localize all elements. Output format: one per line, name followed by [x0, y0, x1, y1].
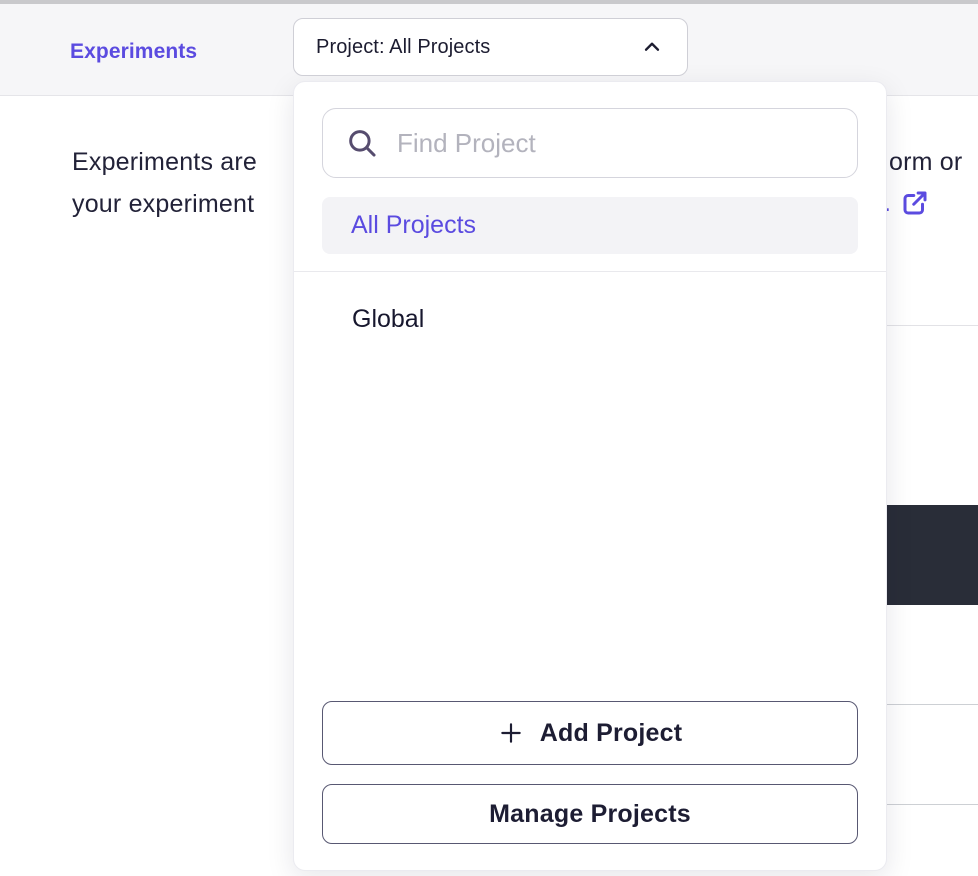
dropdown-item-label: Global — [352, 304, 425, 333]
dropdown-empty-space — [322, 350, 858, 701]
body-text-line1-right: orm or — [889, 148, 963, 176]
manage-projects-label: Manage Projects — [489, 799, 691, 828]
external-link-icon[interactable] — [900, 188, 930, 218]
dropdown-item-global[interactable]: Global — [322, 288, 858, 350]
dropdown-item-all-projects[interactable]: All Projects — [322, 197, 858, 254]
project-search-box[interactable] — [322, 108, 858, 178]
dropdown-divider — [294, 271, 886, 272]
add-project-label: Add Project — [539, 718, 683, 747]
chevron-up-icon — [639, 34, 665, 60]
search-icon — [345, 126, 379, 160]
nav-experiments-label[interactable]: Experiments — [70, 40, 198, 63]
add-project-button[interactable]: Add Project — [322, 701, 858, 765]
project-selector-button[interactable]: Project: All Projects — [293, 18, 688, 76]
body-text-line1-left: Experiments are — [72, 148, 258, 176]
dropdown-item-label: All Projects — [351, 211, 477, 239]
find-project-input[interactable] — [397, 127, 835, 159]
plus-icon — [498, 720, 524, 746]
body-text-line2-right: . — [884, 188, 930, 218]
manage-projects-button[interactable]: Manage Projects — [322, 784, 858, 844]
project-dropdown-panel: All Projects Global Add Project Manage P… — [293, 81, 887, 871]
link-end-text: . — [884, 188, 892, 217]
project-selector-label: Project: All Projects — [316, 35, 491, 58]
body-text-line2-left: your experiment — [72, 190, 255, 218]
window-top-strip — [0, 0, 978, 4]
